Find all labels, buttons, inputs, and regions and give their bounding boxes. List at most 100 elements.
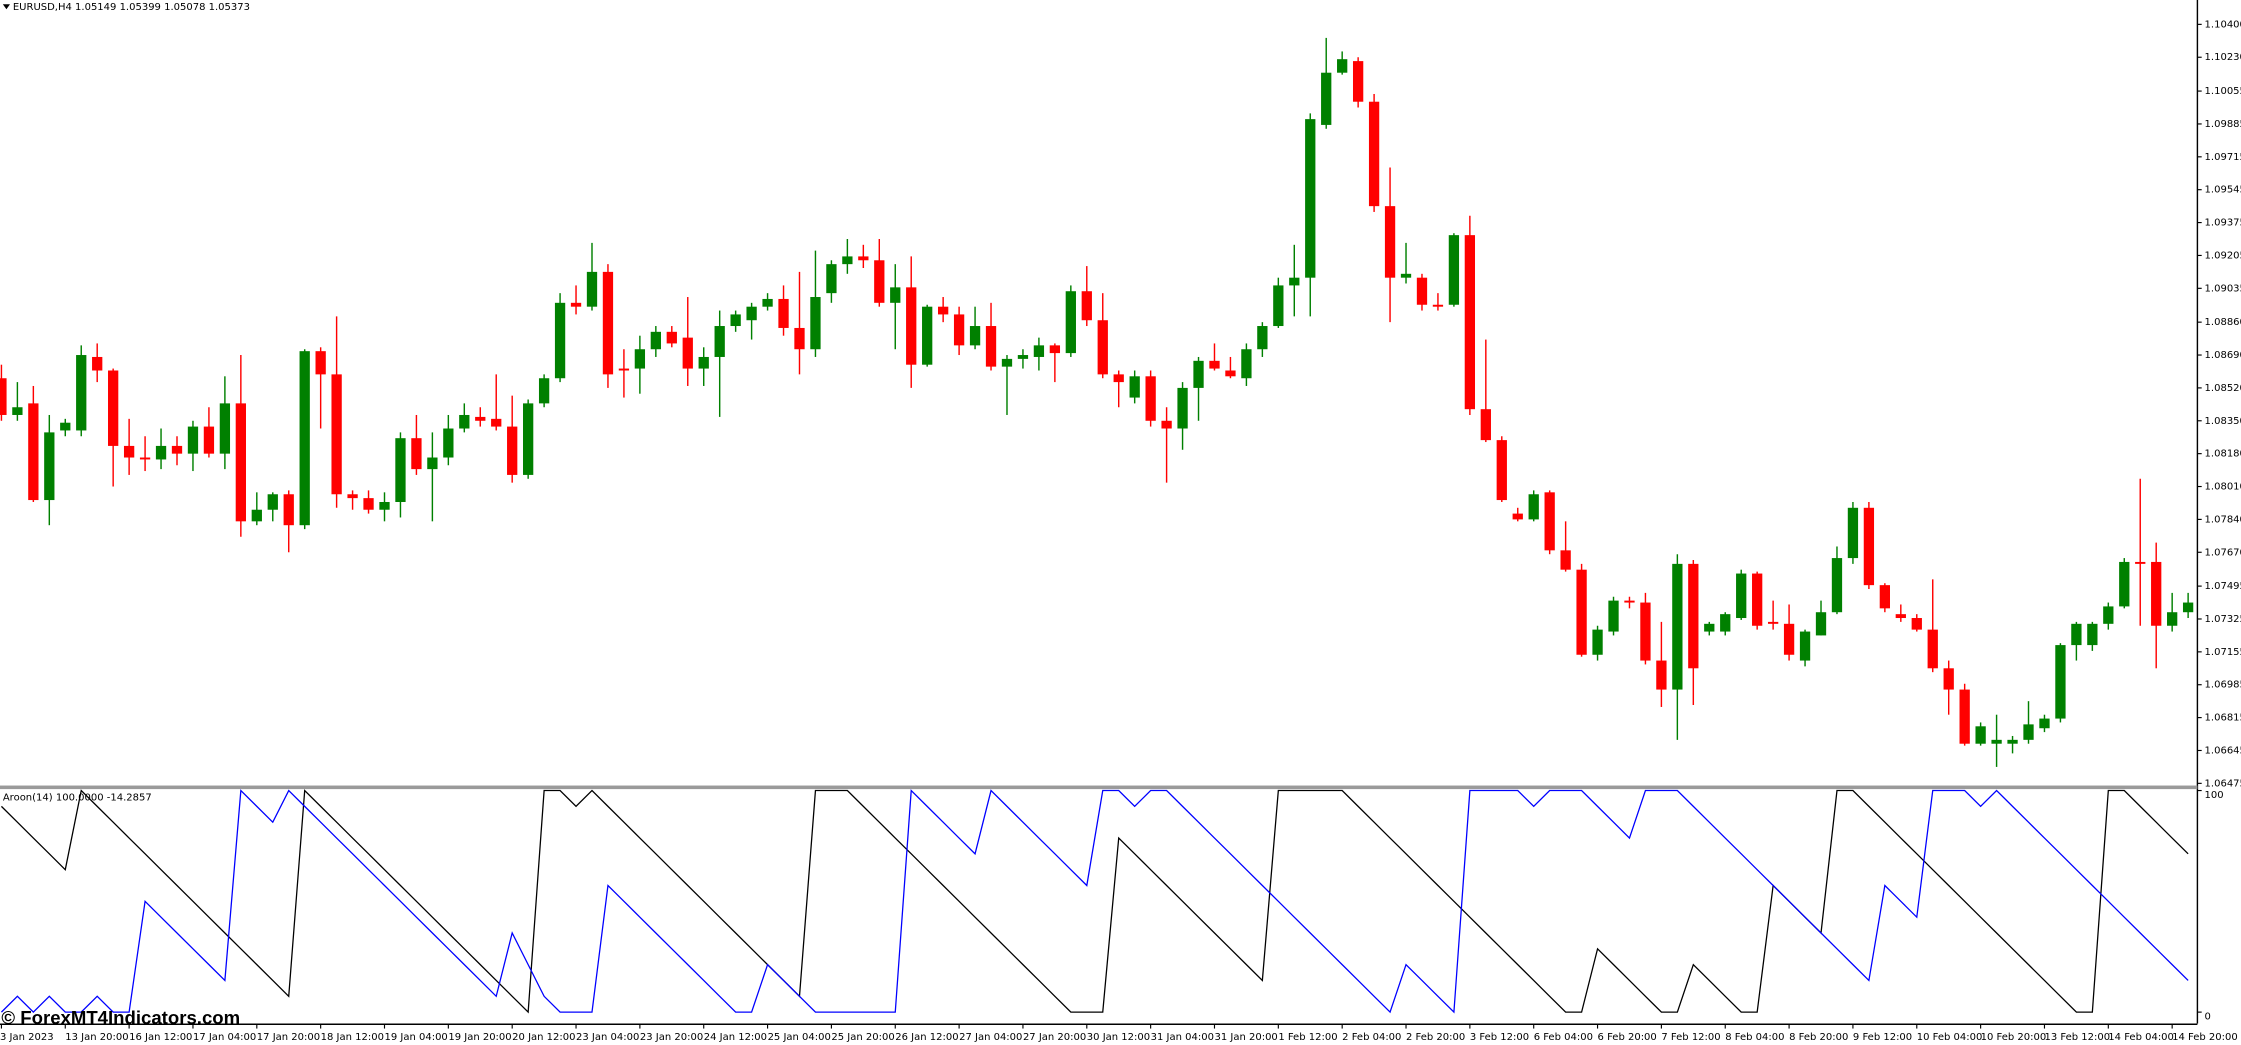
candle-body	[1608, 600, 1619, 632]
indicator-title: Aroon(14) 100.0000 -14.2857	[3, 793, 152, 804]
y-tick-label: 1.09715	[2205, 152, 2241, 163]
candle-body	[1113, 374, 1124, 383]
menu-arrow[interactable]	[2, 4, 11, 10]
candle-body	[937, 306, 949, 315]
x-tick-label: 27 Jan 20:00	[1023, 1032, 1086, 1043]
candle-body	[299, 351, 310, 526]
candle-body	[1799, 631, 1811, 661]
y-tick-label: 1.06645	[2205, 745, 2241, 756]
x-tick-label: 31 Jan 04:00	[1151, 1032, 1214, 1043]
candle-body	[60, 422, 71, 431]
x-tick-label: 8 Feb 20:00	[1789, 1032, 1848, 1043]
candle-body	[874, 260, 885, 303]
candle-body	[586, 271, 598, 307]
candle-body	[1193, 360, 1204, 388]
candle-body	[1847, 507, 1859, 559]
x-tick-label: 8 Feb 04:00	[1725, 1032, 1784, 1043]
x-tick-label: 23 Jan 04:00	[576, 1032, 639, 1043]
y-tick-label: 1.06475	[2205, 778, 2241, 789]
y-tick-label: 1.09035	[2205, 283, 2241, 294]
candle-body	[1863, 507, 1875, 586]
x-tick-label: 3 Feb 12:00	[1470, 1032, 1529, 1043]
y-tick-label: 1.09545	[2205, 185, 2241, 196]
candle-body	[1416, 277, 1428, 305]
candle-body	[331, 374, 342, 495]
candle-body	[187, 426, 199, 454]
candle-body	[1927, 629, 1938, 669]
candle-body	[1959, 689, 1970, 744]
candle-body	[0, 378, 7, 415]
candle-body	[1592, 629, 1603, 655]
candle-body	[1081, 291, 1092, 321]
candle-body	[1672, 563, 1683, 690]
candle-body	[1209, 360, 1220, 369]
candle-body	[826, 264, 837, 294]
x-tick-label: 24 Jan 12:00	[704, 1032, 767, 1043]
candle-body	[1528, 494, 1539, 520]
candle-body	[411, 438, 422, 470]
y-tick-label: 1.08180	[2205, 449, 2241, 460]
candle-body	[2023, 724, 2034, 740]
candle-body	[1943, 668, 1954, 690]
candle-body	[1161, 420, 1172, 429]
x-tick-label: 6 Feb 04:00	[1534, 1032, 1593, 1043]
x-tick-label: 6 Feb 20:00	[1598, 1032, 1657, 1043]
aroon-line	[0, 789, 2189, 1014]
candle-body	[666, 331, 677, 344]
y-tick-label: 1.10055	[2205, 86, 2241, 97]
y-tick-label: 1.08350	[2205, 416, 2241, 427]
candle-body	[1321, 72, 1332, 125]
candle-body	[1257, 326, 1268, 350]
candle-body	[906, 287, 917, 365]
candle-body	[858, 256, 869, 261]
candle-body	[1097, 320, 1108, 375]
candle-body	[1145, 376, 1156, 421]
candle-body	[1975, 726, 1986, 744]
x-tick-label: 13 Feb 12:00	[2044, 1032, 2110, 1043]
candle-body	[1688, 563, 1699, 669]
x-tick-label: 27 Jan 04:00	[959, 1032, 1022, 1043]
candle-body	[1576, 569, 1587, 655]
candle-body	[698, 356, 709, 369]
x-tick-label: 26 Jan 12:00	[895, 1032, 958, 1043]
candle-body	[1895, 614, 1906, 619]
candle-body	[2135, 561, 2146, 564]
x-tick-label: 9 Feb 12:00	[1853, 1032, 1912, 1043]
candle-body	[2119, 561, 2130, 607]
chart-title: EURUSD,H4 1.05149 1.05399 1.05078 1.0537…	[13, 2, 250, 13]
candle-body	[1289, 277, 1300, 286]
candle-body	[985, 326, 997, 367]
x-tick-label: 23 Jan 20:00	[640, 1032, 703, 1043]
candle-body	[1273, 285, 1284, 327]
x-tick-label: 14 Feb 04:00	[2108, 1032, 2174, 1043]
candle-body	[1368, 101, 1380, 207]
y-tick-label: 1.09205	[2205, 250, 2241, 261]
candle-body	[363, 498, 374, 510]
candle-body	[475, 416, 486, 421]
candle-body	[1384, 206, 1396, 278]
candle-body	[922, 306, 933, 365]
x-tick-label: 18 Jan 12:00	[321, 1032, 384, 1043]
candle-body	[491, 418, 502, 427]
y-tick-label: 1.08690	[2205, 350, 2241, 361]
candle-body	[123, 445, 135, 458]
candle-body	[1241, 349, 1252, 379]
y-tick-label: 1.08010	[2205, 482, 2241, 493]
candle-body	[570, 302, 582, 307]
candle-body	[507, 426, 518, 475]
x-tick-label: 30 Jan 12:00	[1087, 1032, 1150, 1043]
candle-body	[714, 326, 725, 357]
candle-body	[2182, 602, 2194, 613]
candle-body	[602, 271, 614, 375]
candle-body	[44, 432, 55, 501]
y-tick-label: 0	[2205, 1011, 2211, 1022]
candle-body	[1017, 355, 1029, 359]
y-tick-label: 1.08860	[2205, 317, 2241, 328]
candle-body	[1177, 387, 1188, 429]
candle-body	[634, 349, 646, 369]
x-tick-label: 14 Feb 20:00	[2172, 1032, 2238, 1043]
candle-body	[219, 403, 231, 454]
x-tick-label: 16 Jan 12:00	[129, 1032, 192, 1043]
